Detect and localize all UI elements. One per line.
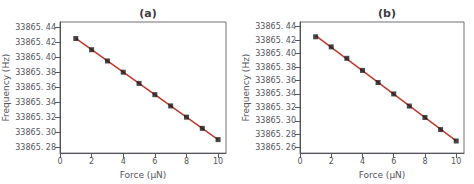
svg-text:33865. 30: 33865. 30: [15, 128, 56, 137]
svg-text:33865. 40: 33865. 40: [15, 53, 56, 62]
svg-text:6: 6: [391, 157, 396, 166]
svg-text:4: 4: [360, 157, 365, 166]
svg-text:2: 2: [89, 157, 94, 166]
svg-text:Force (μN): Force (μN): [359, 170, 406, 180]
svg-text:(a): (a): [139, 7, 156, 20]
svg-text:Force (μN): Force (μN): [120, 170, 167, 180]
svg-text:33865. 42: 33865. 42: [15, 38, 56, 47]
svg-text:33865. 38: 33865. 38: [255, 63, 296, 72]
svg-text:33865. 42: 33865. 42: [255, 36, 296, 45]
svg-text:33865. 44: 33865. 44: [15, 23, 56, 32]
svg-text:0: 0: [297, 157, 302, 166]
svg-text:33865. 40: 33865. 40: [255, 49, 296, 58]
svg-text:Frequency (Hz): Frequency (Hz): [1, 54, 11, 122]
svg-text:8: 8: [422, 157, 427, 166]
svg-text:33865. 28: 33865. 28: [255, 130, 296, 139]
svg-text:33865. 36: 33865. 36: [255, 76, 296, 85]
svg-text:2: 2: [329, 157, 334, 166]
svg-text:33865. 26: 33865. 26: [255, 143, 296, 152]
svg-text:(b): (b): [378, 7, 396, 20]
svg-text:6: 6: [152, 157, 157, 166]
svg-text:33865. 34: 33865. 34: [255, 89, 296, 98]
svg-text:33865. 36: 33865. 36: [15, 83, 56, 92]
svg-text:33865. 32: 33865. 32: [255, 103, 296, 112]
svg-text:33865. 32: 33865. 32: [15, 113, 56, 122]
svg-text:Frequency (Hz): Frequency (Hz): [241, 54, 251, 122]
svg-text:10: 10: [213, 157, 223, 166]
svg-text:0: 0: [57, 157, 62, 166]
svg-text:33865. 28: 33865. 28: [15, 143, 56, 152]
svg-text:33865. 30: 33865. 30: [255, 116, 296, 125]
svg-text:33865. 44: 33865. 44: [255, 22, 296, 31]
svg-text:33865. 38: 33865. 38: [15, 68, 56, 77]
svg-text:8: 8: [184, 157, 189, 166]
svg-text:33865. 34: 33865. 34: [15, 98, 56, 107]
svg-text:4: 4: [121, 157, 126, 166]
svg-text:10: 10: [451, 157, 461, 166]
